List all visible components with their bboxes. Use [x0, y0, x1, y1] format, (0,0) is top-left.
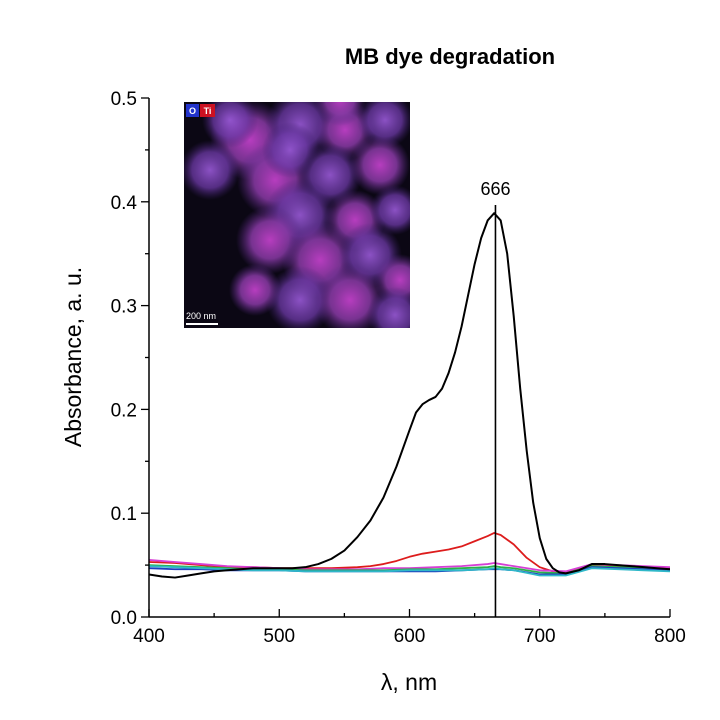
particle-blob	[184, 140, 240, 200]
y-tick-label: 0.5	[111, 89, 137, 110]
x-tick-label: 400	[133, 626, 165, 647]
x-ticks: 400 500 600 700 800	[133, 609, 686, 647]
legend-o-swatch	[186, 104, 199, 117]
x-tick-label: 500	[263, 626, 295, 647]
x-tick-label: 800	[654, 626, 686, 647]
particle-blob	[367, 287, 410, 328]
y-axis-title: Absorbance, a. u.	[60, 267, 86, 447]
y-tick-label: 0.0	[111, 608, 137, 629]
legend-ti-swatch	[200, 104, 215, 117]
series-line-0	[149, 212, 670, 579]
y-tick-label: 0.2	[111, 400, 137, 421]
series-group	[149, 212, 670, 579]
series-line-2	[149, 559, 670, 573]
particle-blob	[262, 122, 318, 178]
particle-blob	[202, 102, 258, 148]
x-axis-title: λ, nm	[381, 669, 437, 695]
particle-blob	[350, 135, 410, 195]
legend-o-label: O	[189, 106, 196, 116]
particle-blob	[314, 102, 366, 126]
y-tick-label: 0.1	[111, 504, 137, 525]
y-tick-label: 0.4	[111, 193, 138, 214]
x-tick-label: 600	[394, 626, 426, 647]
y-ticks: 0.0 0.1 0.2 0.3 0.4 0.5	[111, 89, 149, 629]
series-line-5	[149, 565, 670, 577]
particle-blob	[370, 185, 410, 235]
chart-title: MB dye degradation	[345, 44, 555, 69]
peak-label: 666	[480, 179, 510, 199]
scale-bar-label: 200 nm	[186, 311, 216, 321]
y-tick-label: 0.3	[111, 297, 137, 318]
eds-map-inset: O Ti 200 nm	[184, 102, 410, 328]
particle-blob	[229, 264, 281, 316]
particle-blob	[357, 102, 410, 148]
legend-ti-label: Ti	[204, 106, 212, 116]
peak-annotation: 666	[480, 179, 510, 617]
inset-particles	[184, 102, 410, 328]
x-tick-label: 700	[524, 626, 556, 647]
plot-area	[149, 212, 670, 579]
